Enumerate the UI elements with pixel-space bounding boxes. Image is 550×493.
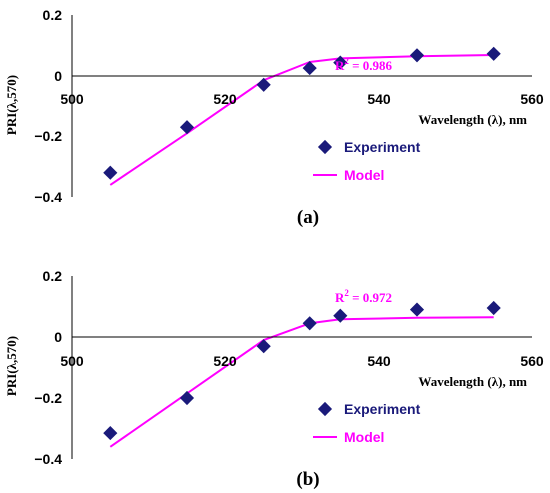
panel-a-y-label: PRI(λ,570) [4, 75, 19, 135]
panel-a-experiment-point-6 [486, 46, 501, 61]
panel-a-r2-prefix: R [335, 58, 345, 73]
panel-b-experiment-point-6 [486, 300, 501, 316]
panel-a-label: (a) [297, 207, 319, 228]
panel-b-label: (b) [296, 469, 319, 490]
panel-b-r2-suffix: = 0.972 [349, 290, 392, 305]
panel-a-ytick-0.2: 0.2 [43, 7, 63, 23]
panel-a-ytick-m0.2: −0.2 [34, 128, 62, 144]
panel-b-experiment-point-4 [333, 308, 348, 323]
panel-a-r2-annotation: R2 = 0.986 [335, 56, 393, 73]
panel-b-axes [71, 276, 532, 459]
chart-panel-b: 500 520 540 560 0.2 0 −0.2 −0.4 PRI(λ,57… [4, 268, 544, 490]
panel-a-legend-experiment: Experiment [344, 139, 421, 155]
panel-a-ytick-0: 0 [54, 68, 62, 84]
panel-b-y-label: PRI(λ,570) [4, 336, 19, 396]
panel-b-xtick-560: 560 [520, 353, 544, 369]
panel-a-experiment-point-4 [333, 55, 348, 70]
panel-b-r2-annotation: R2 = 0.972 [335, 288, 392, 305]
panel-a-marks [103, 46, 501, 186]
panel-b-experiment-point-0 [103, 426, 118, 441]
panel-a-experiment-point-3 [302, 61, 317, 76]
panel-a-experiment-point-5 [409, 48, 425, 63]
panel-b-experiment-point-5 [409, 302, 425, 317]
panel-b-xtick-520: 520 [213, 353, 237, 369]
panel-a-r2-suffix: = 0.986 [349, 58, 393, 73]
panel-b-legend-marker [317, 401, 333, 417]
panel-b-ytick-0: 0 [54, 329, 62, 345]
panel-a-legend-marker [317, 139, 333, 155]
panel-a-legend: Experiment Model [313, 139, 421, 183]
panel-b-legend-experiment: Experiment [344, 401, 421, 417]
panel-b-marks [103, 300, 501, 448]
panel-a-x-label: Wavelength (λ), nm [418, 112, 527, 127]
panel-b-r2-prefix: R [335, 290, 345, 305]
panel-b-xtick-500: 500 [60, 353, 84, 369]
panel-b-legend: Experiment Model [313, 401, 421, 445]
panel-a-r2-sup: 2 [344, 56, 349, 66]
panel-b-experiment-point-2 [256, 339, 271, 354]
panel-b-xtick-540: 540 [367, 353, 391, 369]
panel-b-r2-sup: 2 [344, 288, 349, 298]
panel-b-legend-model: Model [344, 429, 384, 445]
panel-b-ytick-m0.4: −0.4 [34, 451, 62, 467]
panel-a-experiment-point-2 [256, 77, 271, 92]
panel-a-axes [71, 15, 532, 197]
panel-a-experiment-point-1 [179, 120, 195, 135]
panel-a-xtick-560: 560 [520, 91, 544, 107]
panel-a-xtick-500: 500 [60, 91, 84, 107]
panel-b-x-label: Wavelength (λ), nm [418, 374, 527, 389]
panel-b-experiment-point-1 [179, 390, 195, 406]
panel-b-ytick-0.2: 0.2 [43, 268, 63, 284]
panel-b-experiment-point-3 [302, 316, 317, 331]
panel-b-ytick-m0.2: −0.2 [34, 390, 62, 406]
panel-a-xtick-540: 540 [367, 91, 391, 107]
panel-a-xtick-520: 520 [213, 91, 237, 107]
chart-panel-a: 500 520 540 560 0.2 0 −0.2 −0.4 PRI(λ,57… [4, 7, 544, 228]
panel-a-experiment-point-0 [103, 165, 118, 180]
panel-a-ytick-m0.4: −0.4 [34, 189, 62, 205]
panel-a-legend-model: Model [344, 167, 384, 183]
